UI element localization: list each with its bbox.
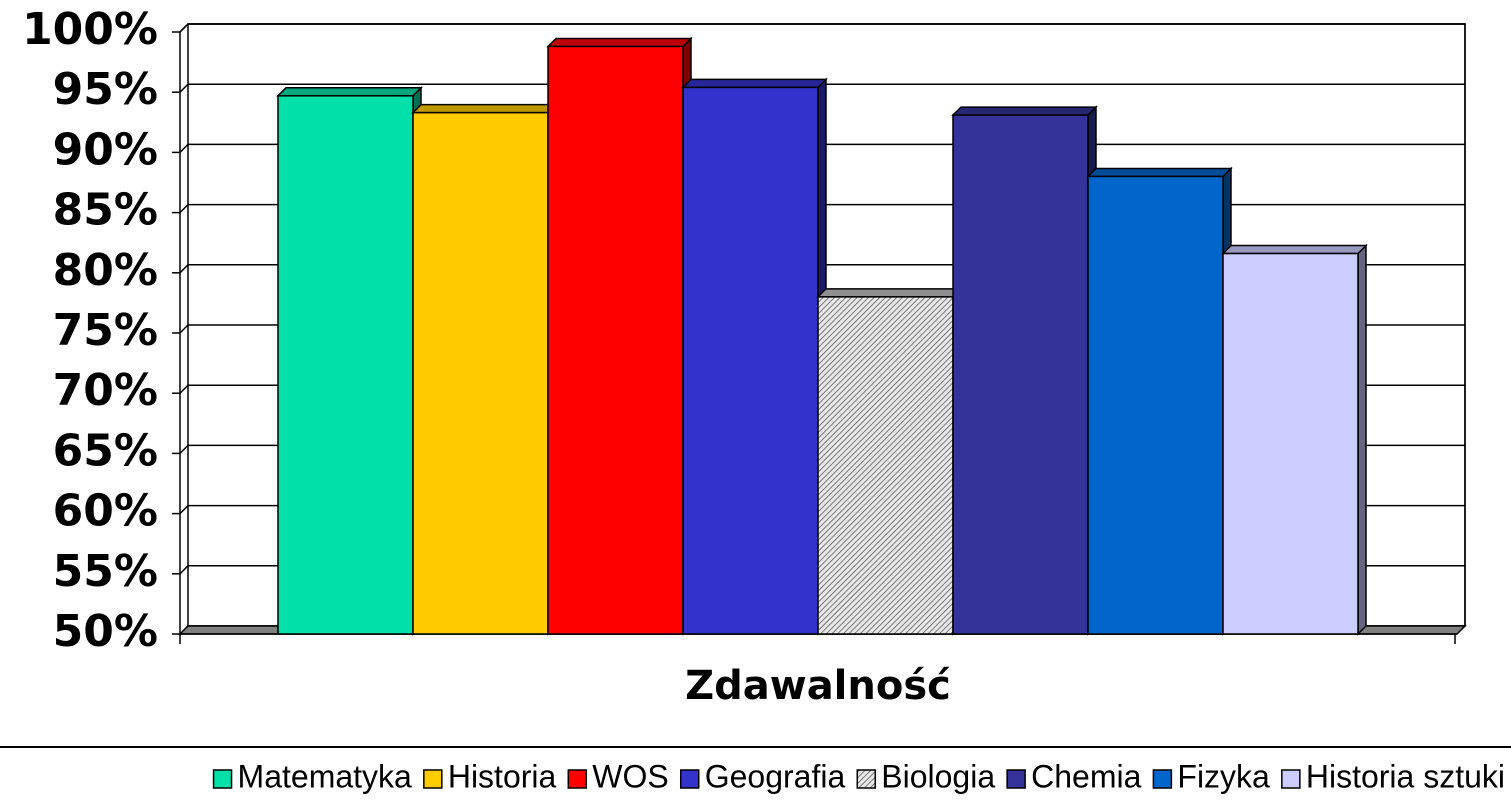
bar — [412, 111, 549, 635]
bar — [952, 114, 1089, 635]
grid-line — [179, 23, 1465, 33]
bar — [277, 95, 414, 635]
bar-top — [951, 106, 1098, 116]
bar — [1087, 175, 1224, 635]
legend-label: Biologia — [881, 758, 995, 794]
bar — [1222, 252, 1359, 635]
legend-label: Historia — [448, 758, 557, 794]
legend-label: Fizyka — [1177, 758, 1270, 794]
y-tick-label: 90% — [53, 124, 158, 175]
y-tick-label: 100% — [22, 4, 158, 55]
y-tick-label: 80% — [53, 245, 158, 296]
legend-swatch — [423, 769, 443, 789]
bar-top — [411, 103, 558, 114]
legend-swatch — [679, 769, 700, 789]
y-tick-label: 75% — [53, 305, 158, 356]
bar-top — [1086, 167, 1233, 178]
bar — [817, 296, 954, 635]
grid-line — [179, 83, 1465, 93]
legend-label: Historia sztuki — [1306, 758, 1505, 794]
bar-top — [276, 87, 423, 97]
legend-swatch — [1006, 769, 1026, 789]
legend-swatch — [1152, 769, 1173, 789]
y-tick-label: 50% — [53, 606, 158, 657]
legend-swatch — [212, 769, 233, 789]
legend-label: Geografia — [705, 758, 846, 794]
y-tick-label: 95% — [53, 64, 158, 115]
y-tick-label: 55% — [53, 546, 158, 597]
bar-top — [1221, 244, 1368, 255]
y-tick-label: 65% — [53, 425, 158, 476]
legend-swatch — [856, 769, 877, 789]
bar — [682, 86, 819, 635]
legend-label: WOS — [592, 758, 668, 794]
legend-swatch — [1281, 769, 1301, 789]
legend-swatch — [567, 769, 588, 789]
bar-side — [1357, 243, 1367, 636]
bar-top — [816, 288, 963, 298]
legend-label: Chemia — [1031, 758, 1141, 794]
y-tick-label: 85% — [53, 185, 158, 236]
y-tick-label: 70% — [53, 365, 158, 416]
legend-label: Matematyka — [238, 758, 412, 794]
x-category-label: Zdawalność — [685, 663, 951, 709]
bar — [547, 45, 684, 635]
bar-top — [546, 37, 693, 48]
bar-top — [681, 78, 828, 89]
y-tick-label: 60% — [53, 486, 158, 537]
